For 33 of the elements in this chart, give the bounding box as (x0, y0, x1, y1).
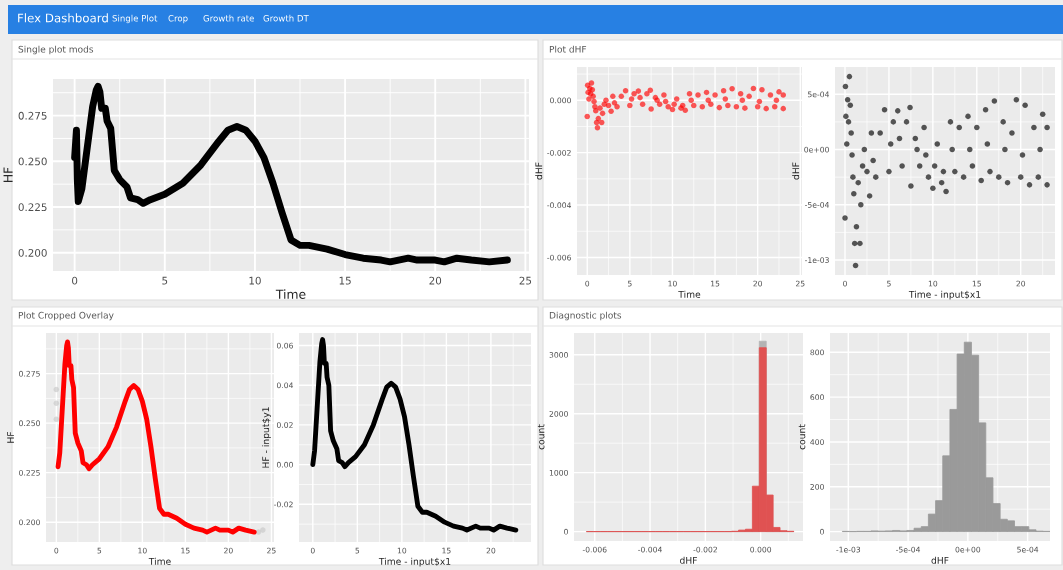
x-tick-label: 5 (162, 276, 168, 285)
y-axis-title: HF (3, 167, 13, 182)
x-tick-label: 10 (249, 276, 261, 285)
chart-title: Plot dHF (549, 45, 587, 53)
text: Growth rate (203, 14, 254, 22)
x-tick-label: 15 (339, 276, 351, 285)
x-axis-title: Time - input$x1 (908, 290, 981, 300)
y-axis-title: dHF (535, 162, 543, 180)
x-axis-title: dHF (680, 556, 697, 564)
y-axis-title: count (798, 424, 806, 450)
x-tick-label: 20 (429, 276, 442, 285)
text: Flex Dashboard (18, 13, 108, 23)
y-tick-label: 0.200 (18, 248, 47, 257)
y-axis-title: HF - input$y1 (262, 407, 271, 468)
text: Growth DT (263, 14, 309, 22)
y-axis-title: HF (7, 431, 14, 443)
x-tick-label: 0 (72, 276, 78, 285)
x-axis-title: Time (275, 289, 306, 299)
x-axis-title: dHF (931, 556, 949, 564)
chart-title: Diagnostic plots (549, 311, 622, 321)
y-tick-label: 0.250 (18, 157, 47, 166)
y-tick-label: 0.275 (18, 111, 47, 120)
x-axis-title: Time (678, 290, 701, 298)
x-axis-title: Time (148, 557, 171, 565)
y-tick-label: 0.225 (18, 203, 47, 212)
text: Single Plot (112, 14, 158, 24)
y-axis-title: count (537, 424, 545, 450)
y-axis-title: dHF (792, 162, 800, 180)
text: Crop (168, 14, 188, 24)
x-axis-title: Time - input$x1 (378, 557, 451, 567)
chart-title: Plot Cropped Overlay (18, 311, 114, 321)
chart-title: Single plot mods (18, 45, 94, 55)
x-tick-label: 25 (519, 276, 532, 285)
